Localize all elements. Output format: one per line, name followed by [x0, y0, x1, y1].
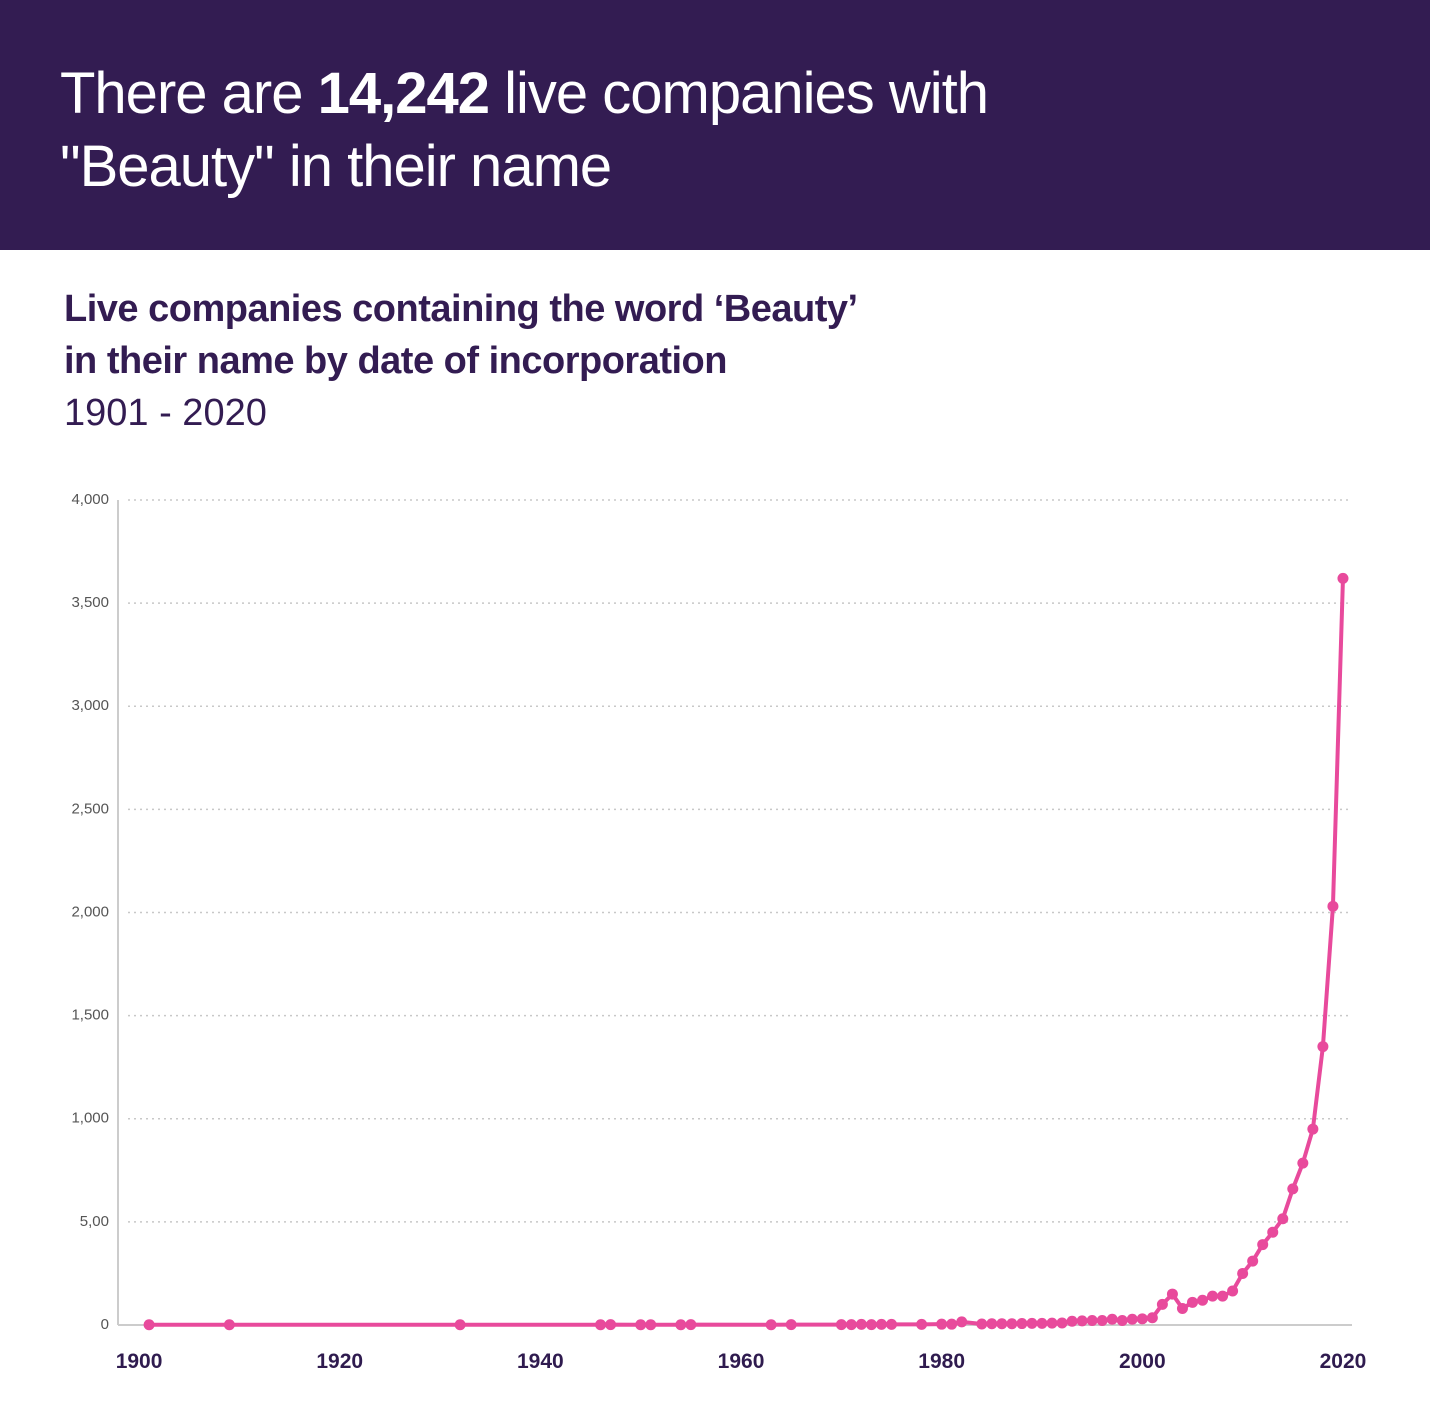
chart-title: in their name by date of incorporation: [64, 340, 727, 382]
chart-subtitle: 1901 - 2020: [64, 392, 267, 434]
data-point: [1086, 1314, 1098, 1326]
data-point: [865, 1319, 877, 1331]
data-point: [1317, 1041, 1329, 1053]
data-point: [1207, 1290, 1219, 1302]
data-point: [635, 1319, 647, 1331]
data-point: [1287, 1183, 1299, 1195]
data-point: [1126, 1313, 1138, 1325]
y-tick-label: 3,500: [71, 594, 109, 611]
headline-part: live companies with: [489, 61, 988, 126]
x-tick-label: 1960: [718, 1350, 765, 1373]
data-point: [916, 1318, 928, 1330]
data-point: [1146, 1312, 1158, 1324]
data-point: [835, 1319, 847, 1331]
y-tick-label: 0: [101, 1316, 109, 1333]
data-point: [956, 1316, 968, 1328]
data-point: [1247, 1255, 1259, 1267]
data-point: [605, 1319, 617, 1331]
y-tick-label: 2,500: [71, 800, 109, 817]
y-tick-label: 1,000: [71, 1110, 109, 1127]
headline: There are 14,242 live companies with: [60, 61, 988, 126]
data-point: [886, 1318, 898, 1330]
x-tick-label: 2000: [1119, 1350, 1166, 1373]
data-point: [1257, 1239, 1269, 1251]
data-point: [454, 1319, 466, 1331]
data-point: [765, 1319, 777, 1331]
data-point: [1106, 1313, 1118, 1325]
data-point: [685, 1319, 697, 1331]
data-point: [1307, 1123, 1319, 1135]
y-tick-label: 4,000: [71, 491, 109, 508]
headline-number: 14,242: [318, 61, 489, 126]
headline: "Beauty" in their name: [60, 134, 611, 199]
data-point: [1006, 1318, 1018, 1330]
y-tick-label: 1,500: [71, 1007, 109, 1024]
data-point: [875, 1318, 887, 1330]
x-tick-label: 1940: [517, 1350, 564, 1373]
data-point: [855, 1318, 867, 1330]
data-point: [1036, 1317, 1048, 1329]
data-point: [1186, 1296, 1198, 1308]
data-point: [936, 1318, 948, 1330]
x-tick-label: 1900: [116, 1350, 163, 1373]
data-point: [1116, 1314, 1128, 1326]
data-point: [595, 1319, 607, 1331]
data-point: [1217, 1290, 1229, 1302]
y-tick-label: 2,000: [71, 903, 109, 920]
data-point: [1267, 1226, 1279, 1238]
data-point: [1176, 1303, 1188, 1314]
data-point: [223, 1319, 235, 1331]
data-point: [143, 1319, 155, 1331]
data-point: [1166, 1288, 1178, 1300]
x-tick-label: 1980: [918, 1350, 965, 1373]
data-point: [645, 1319, 657, 1331]
data-point: [1327, 900, 1339, 912]
data-point: [1056, 1317, 1068, 1329]
data-point: [1076, 1315, 1088, 1327]
data-point: [1277, 1213, 1289, 1225]
data-point: [1016, 1318, 1028, 1330]
data-point: [946, 1318, 958, 1330]
x-tick-label: 1920: [316, 1350, 363, 1373]
data-point: [785, 1319, 797, 1331]
data-point: [1237, 1267, 1249, 1279]
y-tick-label: 3,000: [71, 697, 109, 714]
data-point: [1136, 1313, 1148, 1325]
data-point: [996, 1318, 1008, 1330]
data-point: [1046, 1317, 1058, 1329]
x-tick-label: 2020: [1320, 1350, 1367, 1373]
data-point: [1066, 1315, 1078, 1327]
data-point: [1156, 1298, 1168, 1310]
y-tick-label: 5,00: [80, 1213, 109, 1230]
data-point: [675, 1319, 687, 1331]
data-point: [1096, 1314, 1108, 1326]
data-point: [976, 1318, 988, 1330]
data-point: [1197, 1294, 1209, 1306]
data-point: [1337, 572, 1349, 584]
data-point: [1026, 1317, 1038, 1329]
data-point: [845, 1319, 857, 1331]
headline-part: There are: [60, 61, 318, 126]
data-point: [1297, 1157, 1309, 1169]
data-point: [986, 1318, 998, 1330]
chart-title: Live companies containing the word ‘Beau…: [64, 288, 858, 330]
data-line: [149, 578, 1345, 1327]
header-band: [0, 0, 1430, 250]
data-point: [1227, 1285, 1239, 1297]
